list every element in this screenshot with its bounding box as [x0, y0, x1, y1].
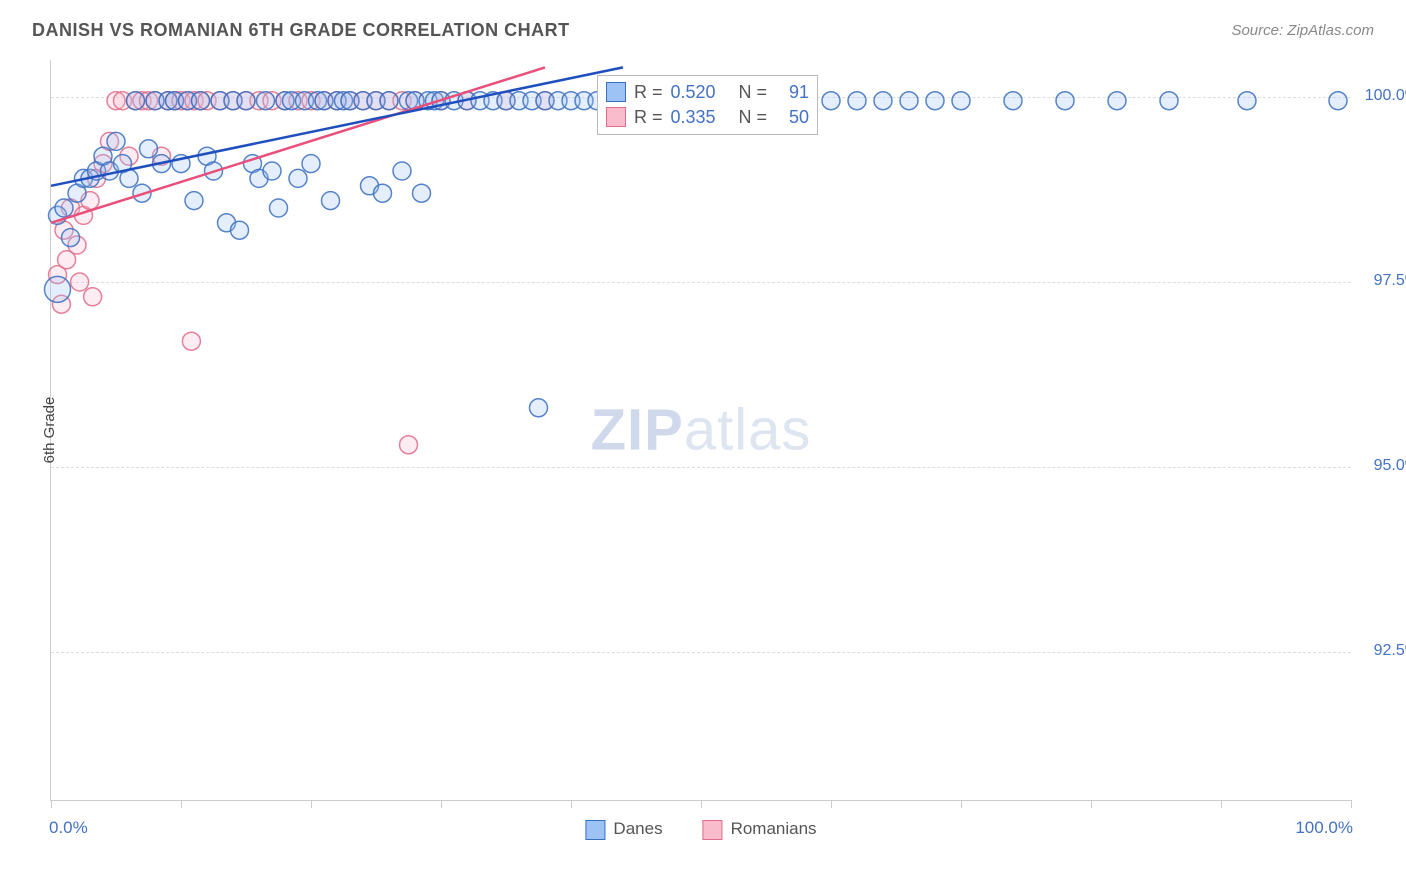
scatter-point-danes — [822, 92, 840, 110]
scatter-point-danes — [926, 92, 944, 110]
y-tick-label: 95.0% — [1359, 457, 1406, 475]
y-tick-label: 92.5% — [1359, 642, 1406, 660]
scatter-point-romanians — [400, 436, 418, 454]
scatter-point-danes — [322, 192, 340, 210]
legend-swatch-romanians — [606, 107, 626, 127]
scatter-point-romanians — [182, 332, 200, 350]
scatter-point-danes — [140, 140, 158, 158]
x-axis-max-label: 100.0% — [1295, 818, 1353, 838]
scatter-point-danes — [263, 162, 281, 180]
x-tick — [831, 800, 832, 808]
scatter-point-danes — [45, 276, 71, 302]
x-axis-min-label: 0.0% — [49, 818, 88, 838]
scatter-point-danes — [127, 92, 145, 110]
trend-line-danes — [51, 67, 623, 185]
legend-label: Romanians — [731, 819, 817, 838]
scatter-point-romanians — [84, 288, 102, 306]
legend-swatch-danes — [606, 82, 626, 102]
x-tick — [441, 800, 442, 808]
source-label: Source: ZipAtlas.com — [1231, 22, 1374, 39]
scatter-point-danes — [374, 184, 392, 202]
scatter-point-danes — [848, 92, 866, 110]
scatter-point-danes — [1056, 92, 1074, 110]
scatter-point-danes — [237, 92, 255, 110]
legend-item-romanians: Romanians — [703, 819, 817, 840]
scatter-point-danes — [257, 92, 275, 110]
scatter-point-danes — [900, 92, 918, 110]
stats-box: R =0.520N =91R =0.335N =50 — [597, 75, 818, 135]
scatter-point-danes — [302, 155, 320, 173]
scatter-point-danes — [231, 221, 249, 239]
x-tick — [1221, 800, 1222, 808]
scatter-point-danes — [1160, 92, 1178, 110]
scatter-point-danes — [55, 199, 73, 217]
trend-line-romanians — [51, 67, 545, 222]
scatter-point-romanians — [71, 273, 89, 291]
x-tick — [181, 800, 182, 808]
x-tick — [1091, 800, 1092, 808]
scatter-point-danes — [289, 169, 307, 187]
scatter-point-danes — [192, 92, 210, 110]
x-tick — [701, 800, 702, 808]
x-tick — [311, 800, 312, 808]
scatter-plot — [51, 60, 1351, 800]
scatter-point-danes — [1329, 92, 1347, 110]
scatter-point-danes — [413, 184, 431, 202]
y-tick-label: 100.0% — [1359, 87, 1406, 105]
legend-item-danes: Danes — [585, 819, 662, 840]
scatter-point-danes — [380, 92, 398, 110]
scatter-point-danes — [62, 229, 80, 247]
scatter-point-danes — [530, 399, 548, 417]
chart-title: DANISH VS ROMANIAN 6TH GRADE CORRELATION… — [32, 20, 570, 41]
scatter-point-danes — [393, 162, 411, 180]
y-tick-label: 97.5% — [1359, 272, 1406, 290]
stats-row-romanians: R =0.335N =50 — [606, 105, 809, 130]
scatter-point-danes — [185, 192, 203, 210]
scatter-point-danes — [270, 199, 288, 217]
x-tick — [571, 800, 572, 808]
chart-area: 6th Grade 92.5%95.0%97.5%100.0% ZIPatlas… — [50, 60, 1351, 801]
scatter-point-danes — [107, 132, 125, 150]
scatter-point-danes — [1238, 92, 1256, 110]
x-tick — [961, 800, 962, 808]
scatter-point-danes — [874, 92, 892, 110]
x-tick — [1351, 800, 1352, 808]
stats-row-danes: R =0.520N =91 — [606, 80, 809, 105]
legend: Danes Romanians — [585, 819, 816, 840]
legend-label: Danes — [613, 819, 662, 838]
scatter-point-danes — [1004, 92, 1022, 110]
scatter-point-danes — [1108, 92, 1126, 110]
x-tick — [51, 800, 52, 808]
scatter-point-danes — [952, 92, 970, 110]
